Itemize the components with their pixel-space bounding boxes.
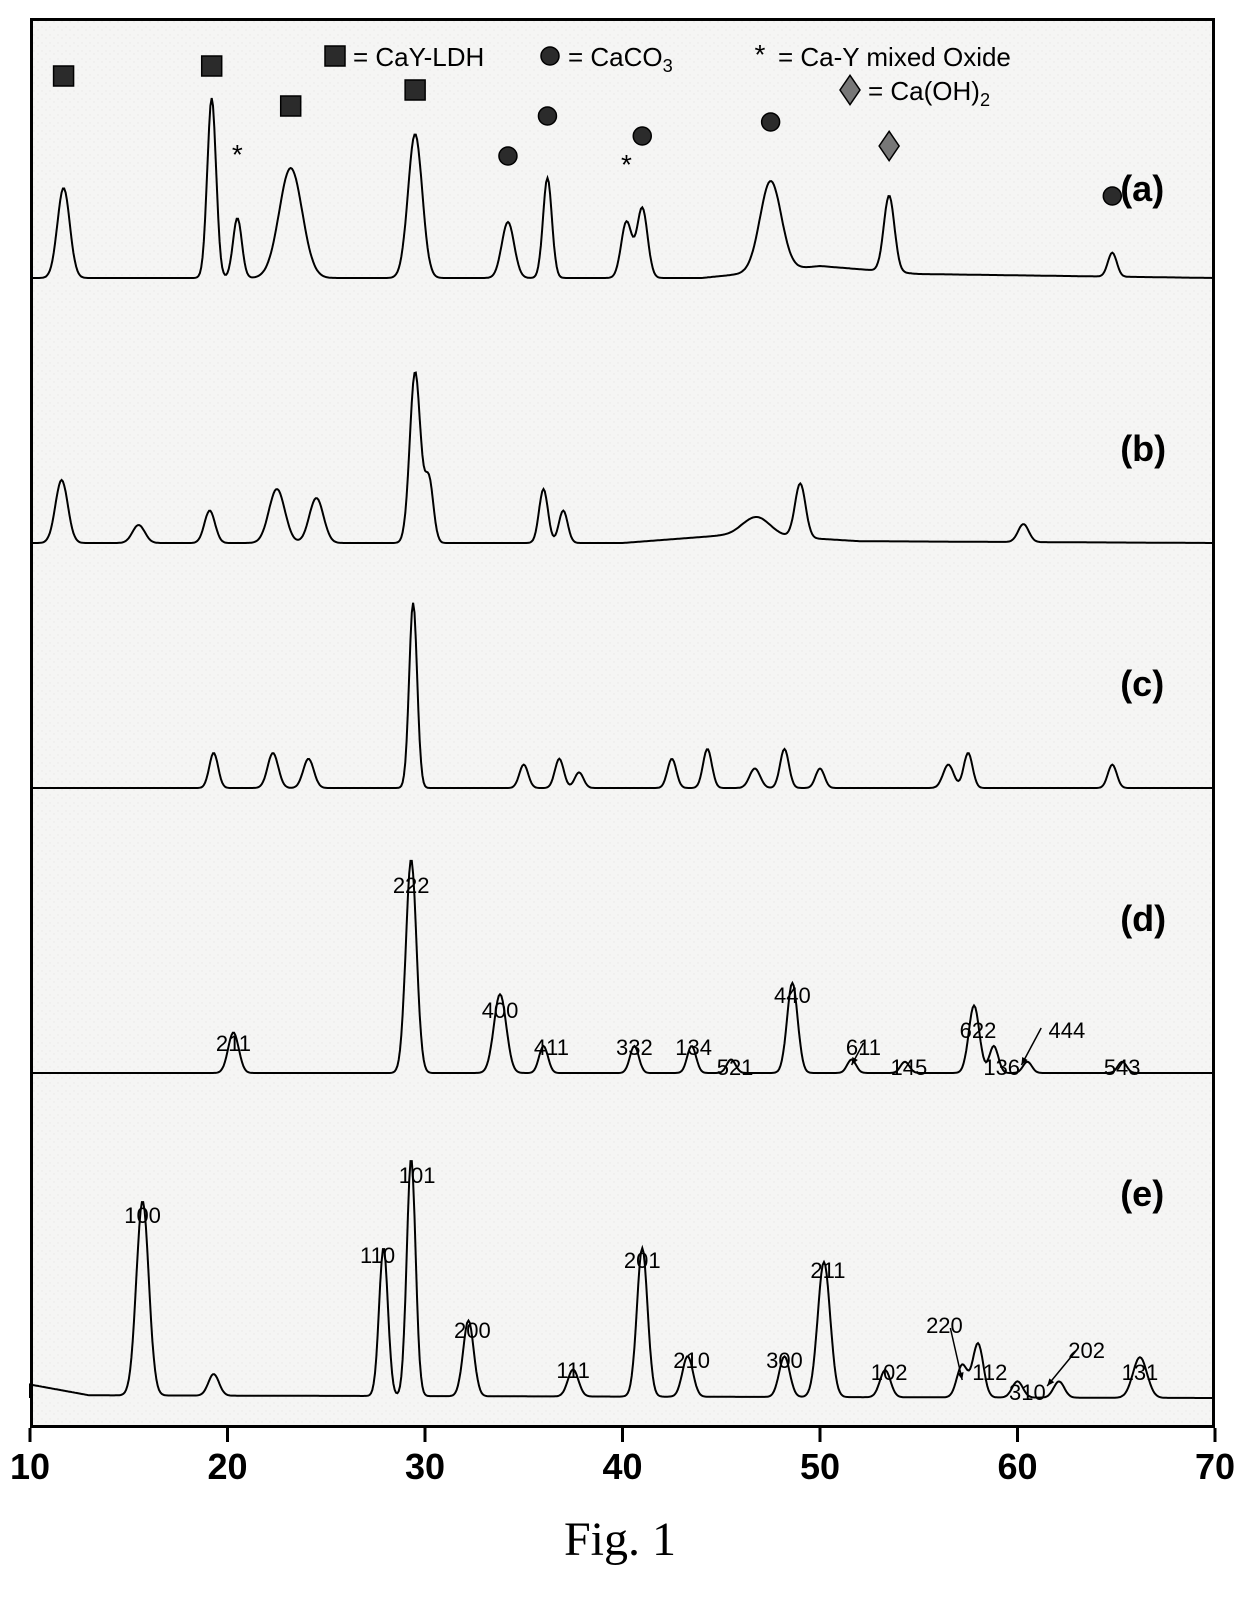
legend-item-label: = Ca(OH)2: [868, 76, 990, 111]
legend-item-label: = Ca-Y mixed Oxide: [778, 42, 1011, 73]
panel-label-d: (d): [1120, 898, 1166, 940]
legend-item-label: = CaY-LDH: [353, 42, 484, 73]
x-tick-label: 30: [405, 1446, 445, 1488]
hkl-label: 202: [1068, 1338, 1105, 1364]
hkl-label: 332: [616, 1035, 653, 1061]
hkl-label: 100: [124, 1203, 161, 1229]
x-tick-label: 40: [602, 1446, 642, 1488]
hkl-label: 611: [846, 1035, 881, 1061]
hkl-label: 622: [960, 1018, 997, 1044]
hkl-label: 444: [1049, 1018, 1086, 1044]
panel-label-e: (e): [1120, 1173, 1164, 1215]
hkl-label: 300: [766, 1348, 803, 1374]
hkl-label: 136: [983, 1055, 1020, 1081]
x-tick-label: 70: [1195, 1446, 1235, 1488]
hkl-label: 411: [534, 1035, 569, 1061]
hkl-label: 521: [717, 1055, 754, 1081]
hkl-label: 220: [926, 1313, 963, 1339]
panel-label-a: (a): [1120, 168, 1164, 210]
svg-text:*: *: [621, 149, 632, 180]
hkl-label: 111: [556, 1358, 589, 1384]
hkl-label: 201: [624, 1248, 661, 1274]
hkl-label: 543: [1104, 1055, 1141, 1081]
hkl-label: 102: [871, 1360, 908, 1386]
svg-text:*: *: [755, 39, 766, 70]
hkl-label: 440: [774, 983, 811, 1009]
hkl-label: 101: [399, 1163, 436, 1189]
x-tick-label: 20: [207, 1446, 247, 1488]
hkl-label: 310: [1009, 1380, 1046, 1406]
figure-caption: Fig. 1: [564, 1512, 676, 1567]
x-tick-label: 50: [800, 1446, 840, 1488]
hkl-label: 112: [972, 1360, 1007, 1386]
figure: * * * Fig. 1 (a) (b) (c) 134 136 145 211 222 332 40…: [0, 0, 1240, 1606]
hkl-label: 200: [454, 1318, 491, 1344]
hkl-label: 131: [1122, 1360, 1159, 1386]
hkl-label: 134: [675, 1035, 712, 1061]
hkl-label: 211: [216, 1031, 251, 1057]
hkl-label: 145: [891, 1055, 928, 1081]
hkl-label: 210: [673, 1348, 710, 1374]
legend-item-label: = CaCO3: [568, 42, 673, 77]
hkl-label: 110: [360, 1243, 395, 1269]
panel-label-c: (c): [1120, 663, 1164, 705]
plot-svg: * * *: [0, 0, 1240, 1606]
hkl-label: 400: [482, 998, 519, 1024]
hkl-label: 211: [810, 1258, 845, 1284]
svg-text:*: *: [232, 139, 243, 170]
hkl-label: 222: [393, 873, 430, 899]
panel-label-b: (b): [1120, 428, 1166, 470]
x-tick-label: 60: [997, 1446, 1037, 1488]
x-tick-label: 10: [10, 1446, 50, 1488]
